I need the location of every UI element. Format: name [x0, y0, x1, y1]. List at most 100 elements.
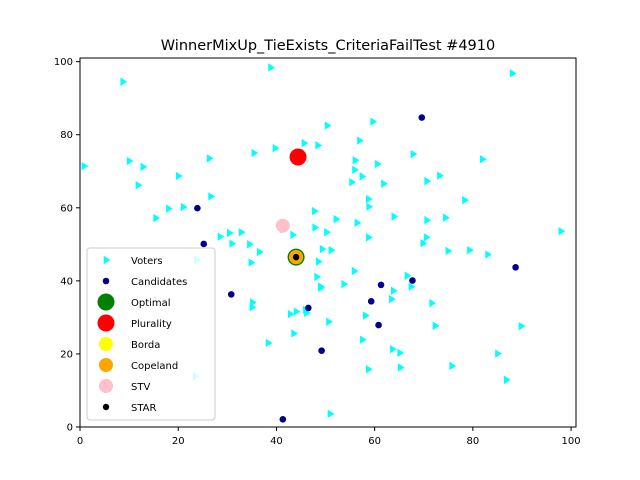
- voters-point: [226, 228, 234, 238]
- voters-point: [324, 228, 331, 237]
- voters-point: [290, 230, 298, 240]
- voters-point: [247, 240, 254, 249]
- voters-point: [503, 375, 511, 385]
- voters-point: [327, 409, 335, 419]
- voters-point: [360, 335, 367, 344]
- y-tick-label: 20: [60, 349, 73, 360]
- legend-marker-borda: [99, 337, 113, 351]
- voters-point: [324, 121, 332, 130]
- voters-point: [311, 206, 319, 216]
- legend-label: Voters: [131, 256, 163, 267]
- voters-point: [326, 317, 333, 326]
- candidates-point: [367, 298, 375, 305]
- legend-label: Plurality: [131, 319, 172, 330]
- legend-marker-star: [102, 403, 110, 411]
- legend-box: [86, 247, 216, 421]
- voters-point: [135, 180, 143, 190]
- axes-frame: [79, 57, 577, 428]
- voters-point: [370, 117, 378, 126]
- legend-marker-candidates: [102, 277, 110, 285]
- legend-label: Copeland: [131, 361, 178, 372]
- voters-point: [248, 258, 256, 267]
- voters-point: [312, 223, 320, 232]
- voters-point: [443, 213, 450, 222]
- y-tick-label: 0: [67, 423, 73, 434]
- voters-point: [397, 363, 405, 372]
- voters-point: [408, 282, 416, 291]
- stv-point: [275, 218, 290, 233]
- voters-point: [349, 178, 356, 187]
- voters-point: [365, 365, 373, 374]
- voters-point: [265, 338, 273, 348]
- voters-point: [462, 195, 469, 205]
- candidates-point: [279, 416, 287, 423]
- legend-marker-stv: [99, 379, 113, 393]
- voters-point: [389, 294, 396, 304]
- voters-point: [318, 283, 326, 293]
- voters-point: [301, 138, 309, 148]
- voters-point: [206, 154, 214, 163]
- voters-point: [268, 63, 275, 72]
- star-point: [292, 253, 300, 261]
- voters-point: [359, 172, 367, 181]
- legend-label: Optimal: [131, 298, 171, 309]
- voters-point: [238, 228, 246, 237]
- candidates-point: [305, 304, 312, 312]
- voters-point: [256, 247, 264, 257]
- voters-point: [175, 171, 183, 181]
- voters-point: [153, 213, 161, 223]
- y-axis: 0 20 40 60 80 100: [54, 57, 80, 434]
- candidates-point: [377, 281, 385, 289]
- voters-point: [315, 141, 323, 150]
- voters-point: [272, 144, 280, 153]
- voters-point: [424, 216, 432, 225]
- voters-point: [374, 159, 382, 169]
- x-axis: 0 20 40 60 80 100: [77, 427, 581, 447]
- voters-point: [558, 226, 566, 236]
- voters-point: [381, 179, 388, 188]
- chart-title: WinnerMixUp_TieExists_CriteriaFailTest #…: [161, 38, 495, 54]
- voters-point: [479, 155, 487, 164]
- voters-point: [424, 176, 432, 186]
- voters-point: [366, 202, 374, 211]
- candidates-point: [512, 264, 519, 271]
- voters-point: [432, 321, 440, 330]
- voters-point: [304, 308, 311, 318]
- voters-point: [391, 286, 398, 295]
- voters-point: [341, 279, 349, 289]
- voters-point: [180, 202, 188, 212]
- legend-label: STV: [131, 382, 150, 393]
- voters-point: [352, 156, 360, 165]
- candidates-point: [409, 277, 416, 284]
- voters-point: [449, 361, 457, 371]
- voters-point: [509, 69, 517, 78]
- voters-point: [314, 272, 322, 282]
- y-tick-label: 100: [54, 57, 73, 68]
- x-tick-label: 60: [368, 436, 381, 447]
- x-tick-label: 80: [467, 436, 480, 447]
- data-marks: [81, 63, 566, 423]
- voters-point: [140, 162, 148, 172]
- voters-point: [352, 165, 359, 174]
- candidates-point: [375, 321, 382, 329]
- voters-point: [315, 257, 323, 266]
- voters-point: [423, 233, 431, 242]
- legend-marker-plurality: [97, 314, 115, 332]
- voters-point: [291, 329, 299, 338]
- y-tick-label: 80: [60, 130, 73, 141]
- voters-point: [126, 156, 134, 166]
- y-tick-label: 60: [60, 203, 73, 214]
- voters-point: [249, 302, 257, 312]
- candidates-point: [200, 240, 208, 248]
- voters-point: [495, 349, 502, 358]
- voters-point: [287, 309, 295, 319]
- voters-point: [333, 214, 341, 224]
- candidates-point: [227, 291, 235, 298]
- voters-point: [229, 239, 237, 248]
- voters-point: [217, 232, 225, 241]
- voters-point: [420, 239, 428, 248]
- x-tick-label: 20: [172, 436, 185, 447]
- voters-point: [351, 266, 359, 276]
- voters-point: [120, 77, 128, 86]
